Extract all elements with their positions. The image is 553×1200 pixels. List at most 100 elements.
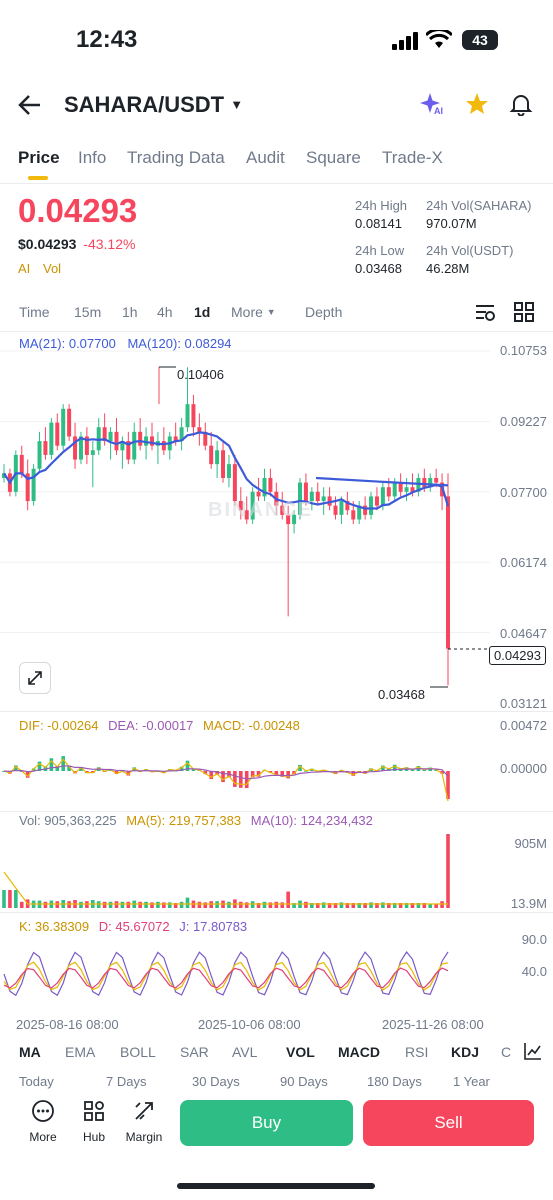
buy-button[interactable]: Buy	[180, 1100, 353, 1146]
kdj-chart	[3, 950, 449, 997]
candle-body	[374, 496, 379, 506]
price-level-6: 0.03121	[500, 696, 547, 711]
candle-body	[386, 487, 391, 497]
kdj-divider	[0, 912, 553, 913]
candlestick-chart[interactable]	[0, 332, 553, 692]
more-button[interactable]: More	[18, 1099, 68, 1144]
range-today[interactable]: Today	[19, 1074, 54, 1089]
indicator-ma[interactable]: MA	[19, 1044, 41, 1060]
volume-bar	[96, 901, 101, 908]
volume-bar	[108, 901, 113, 908]
candle-body	[250, 491, 255, 520]
ai-sparkle-icon[interactable]: AI	[420, 92, 446, 118]
volume-bar	[274, 901, 279, 908]
hub-button[interactable]: Hub	[69, 1099, 119, 1144]
kdj-d-line	[3, 967, 449, 989]
macd-bar	[67, 765, 71, 771]
tab-price[interactable]: Price	[18, 148, 60, 167]
macd-bar	[280, 771, 285, 777]
indicator-vol[interactable]: VOL	[286, 1044, 315, 1060]
more-icon	[32, 1100, 54, 1122]
candle-body	[404, 487, 409, 492]
tab-trade-x[interactable]: Trade-X	[382, 148, 443, 167]
star-icon[interactable]	[465, 92, 489, 121]
indicator-boll[interactable]: BOLL	[120, 1044, 156, 1060]
macd-bar	[239, 771, 243, 788]
range-180-days[interactable]: 180 Days	[367, 1074, 422, 1089]
candle-body	[345, 501, 350, 511]
candle-body	[357, 505, 362, 520]
candle-body	[43, 441, 48, 455]
usd-price: $0.04293 -43.12%	[18, 236, 135, 252]
bell-icon[interactable]	[509, 92, 533, 121]
back-arrow-icon[interactable]	[18, 94, 42, 121]
tab-square[interactable]: Square	[306, 148, 361, 167]
candle-body	[161, 441, 166, 451]
candle-body	[126, 441, 131, 460]
tab-info[interactable]: Info	[78, 148, 107, 167]
macd-bar	[274, 771, 279, 776]
layout-grid-icon[interactable]	[514, 302, 534, 327]
pair-selector[interactable]: SAHARA/USDT ▼	[64, 92, 243, 118]
price-level-5: 0.04647	[500, 626, 547, 641]
indicator-kdj[interactable]: KDJ	[451, 1044, 480, 1060]
volume-bar	[268, 902, 273, 908]
low-value: 0.03468	[355, 261, 402, 276]
macd-chart	[2, 756, 450, 802]
tab-audit[interactable]: Audit	[246, 148, 285, 167]
macd-value: MACD: -0.00248	[203, 718, 300, 733]
volume-ma5: MA(5): 219,757,383	[126, 813, 242, 828]
chart-settings-icon[interactable]	[474, 302, 496, 327]
range-7-days[interactable]: 7 Days	[106, 1074, 147, 1089]
candle-body	[286, 514, 291, 525]
tf-time[interactable]: Time	[19, 304, 50, 320]
kdj-j: J: 17.80783	[179, 919, 248, 934]
tf-15m[interactable]: 15m	[74, 304, 102, 320]
volume-bar	[144, 901, 148, 908]
volume-bar	[55, 901, 60, 908]
tf-1d[interactable]: 1d	[194, 304, 211, 320]
date-label-1: 2025-08-16 08:00	[16, 1017, 119, 1032]
indicator-macd[interactable]: MACD	[338, 1044, 380, 1060]
candle-body	[67, 408, 72, 437]
candle-body	[363, 505, 368, 515]
tf-4h[interactable]: 4h	[157, 304, 173, 320]
macd-bar	[310, 768, 314, 771]
indicator-settings-icon[interactable]	[524, 1042, 542, 1065]
candle-body	[238, 501, 243, 511]
macd-dea: DEA: -0.00017	[108, 718, 194, 733]
macd-divider	[0, 711, 553, 712]
indicator-sar[interactable]: SAR	[180, 1044, 209, 1060]
margin-button[interactable]: Margin	[119, 1099, 169, 1144]
indicator-avl[interactable]: AVL	[232, 1044, 258, 1060]
tf-more-label: More	[231, 304, 263, 320]
candle-body	[209, 445, 214, 465]
tf-depth[interactable]: Depth	[305, 304, 343, 320]
range-1-year[interactable]: 1 Year	[453, 1074, 490, 1089]
tf-1h[interactable]: 1h	[122, 304, 138, 320]
volume-bar	[14, 890, 18, 908]
indicator-c[interactable]: C	[501, 1044, 512, 1060]
sell-button[interactable]: Sell	[363, 1100, 534, 1146]
candle-body	[173, 436, 178, 442]
indicator-rsi[interactable]: RSI	[405, 1044, 429, 1060]
tag-vol[interactable]: Vol	[43, 261, 62, 276]
tf-more[interactable]: More ▼	[231, 304, 276, 320]
volume-bar	[209, 901, 213, 908]
volume-bar	[292, 903, 296, 908]
price-level-3: 0.07700	[500, 485, 547, 500]
indicator-ema[interactable]: EMA	[65, 1044, 96, 1060]
hub-label: Hub	[82, 1130, 105, 1144]
tab-trading-data[interactable]: Trading Data	[127, 148, 225, 167]
volume-bar	[434, 903, 438, 908]
volume-bar	[339, 902, 344, 908]
range-90-days[interactable]: 90 Days	[280, 1074, 328, 1089]
volume-bar	[256, 903, 261, 908]
volume-level-2: 13.9M	[510, 896, 547, 911]
kdj-legend: K: 36.38309 D: 45.67072 J: 17.80783	[19, 919, 247, 934]
range-30-days[interactable]: 30 Days	[192, 1074, 240, 1089]
macd-bar	[440, 771, 444, 774]
fullscreen-icon[interactable]	[19, 662, 51, 694]
price-change: -43.12%	[83, 236, 136, 252]
tag-ai[interactable]: AI	[18, 261, 31, 276]
